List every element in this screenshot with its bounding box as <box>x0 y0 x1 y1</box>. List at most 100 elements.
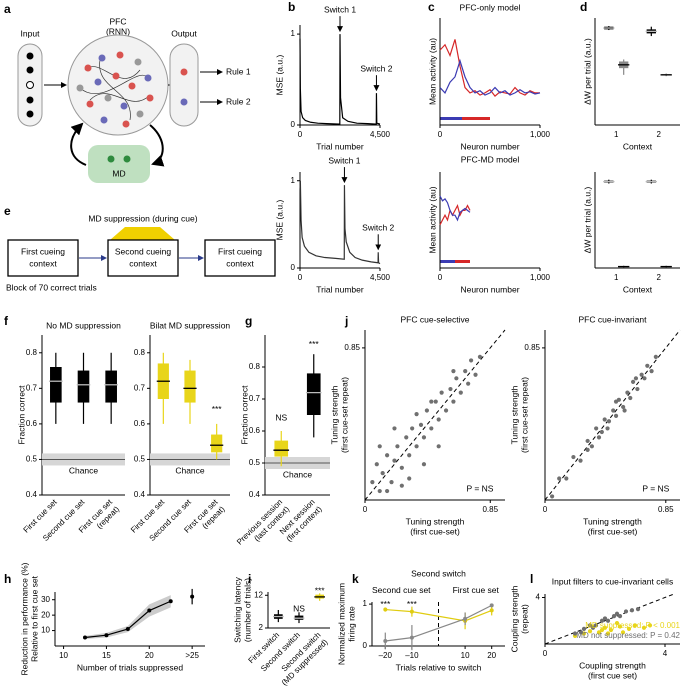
point <box>392 458 397 463</box>
x-axis-label: Context <box>623 141 653 151</box>
chance-label: Chance <box>175 466 205 476</box>
x-axis-label: Tuning strength <box>583 516 642 526</box>
annotation: NS <box>275 412 287 422</box>
box <box>50 367 62 403</box>
point <box>168 599 173 604</box>
chart-title: PFC-MD model <box>461 154 520 164</box>
line <box>439 203 471 226</box>
panel-label: b <box>288 0 295 14</box>
point <box>377 444 382 449</box>
panel-label: g <box>245 314 252 328</box>
input-label: Input <box>21 28 41 38</box>
y-tick-label: 10 <box>41 626 50 635</box>
point <box>421 435 427 440</box>
context-box <box>107 239 179 277</box>
point <box>385 453 390 458</box>
point <box>620 630 626 635</box>
chart-title: No MD suppression <box>46 320 121 330</box>
confidence-band <box>85 595 171 640</box>
y-tick-label: 0.4 <box>26 490 38 499</box>
x-axis-label: Neuron number <box>460 141 519 151</box>
y-tick-label: 0.5 <box>249 458 261 467</box>
panel-label: e <box>4 204 11 218</box>
panel-label: h <box>4 572 11 586</box>
line <box>385 608 492 622</box>
point <box>593 623 599 628</box>
chart-title: PFC cue-selective <box>401 314 470 324</box>
y-tick-label: 0.5 <box>134 455 146 464</box>
point <box>407 476 412 481</box>
suppression-marker <box>110 227 175 240</box>
point <box>617 624 623 629</box>
output-label: Output <box>171 28 197 38</box>
panel-label: a <box>4 2 11 16</box>
x-tick-label: 0 <box>543 649 548 658</box>
line <box>439 58 541 96</box>
box <box>211 434 223 453</box>
x-tick-label: 0 <box>438 130 443 139</box>
point <box>399 465 404 470</box>
y-axis-label: Tuning strength <box>509 385 519 444</box>
point <box>572 631 578 636</box>
x-tick-label: 1,000 <box>530 273 551 282</box>
point <box>443 408 449 413</box>
point <box>409 635 414 640</box>
y-tick-label: 1 <box>291 176 296 185</box>
context-box <box>7 239 79 277</box>
point <box>614 611 620 616</box>
y-axis-label: (first cue-set repeat) <box>519 377 529 453</box>
point <box>587 629 593 634</box>
point <box>392 426 397 431</box>
input-unit <box>26 66 34 74</box>
point <box>380 471 385 476</box>
output-box <box>169 43 199 127</box>
x-tick-label: 0 <box>438 273 443 282</box>
chart-title: PFC cue-invariant <box>578 314 647 324</box>
annotation: *** <box>309 339 320 349</box>
input-unit <box>26 52 34 60</box>
point <box>451 369 456 374</box>
point <box>653 354 658 359</box>
point <box>596 435 602 440</box>
x-tick-label: 20 <box>487 651 496 660</box>
x-tick-label: 1 <box>614 130 619 139</box>
y-axis-label: (number of trials) <box>242 578 252 642</box>
line <box>299 180 381 265</box>
point <box>647 623 653 628</box>
y-axis-label: Normalized maximum <box>336 583 346 665</box>
annotation: *** <box>380 599 391 609</box>
y-tick-label: 0.8 <box>26 348 38 357</box>
annotation: *** <box>212 404 223 414</box>
point <box>614 620 620 626</box>
y-tick-label: 0.8 <box>249 362 261 371</box>
point <box>414 412 419 417</box>
y-axis-label: Tuning strength <box>329 385 339 444</box>
point <box>399 483 404 488</box>
point <box>605 618 611 623</box>
box <box>306 373 321 415</box>
annotation: P = NS <box>642 484 669 494</box>
point <box>611 408 616 413</box>
cue-bar <box>440 117 462 120</box>
point <box>599 618 605 623</box>
x-tick-label: 1 <box>614 273 619 282</box>
point <box>383 607 388 612</box>
point <box>635 607 641 612</box>
y-axis-label: (first cue-set repeat) <box>339 377 349 453</box>
x-tick-label: 10 <box>461 651 470 660</box>
x-tick-label: 0 <box>363 505 368 514</box>
block-note: Block of 70 correct trials <box>6 282 97 292</box>
point <box>599 429 604 435</box>
legend-entry: MD suppressed: P < 0.001 <box>585 621 680 630</box>
output-unit <box>180 98 188 106</box>
point <box>606 419 612 424</box>
point <box>578 630 584 635</box>
y-tick-label: 0.85 <box>524 343 540 352</box>
point <box>629 608 635 613</box>
point <box>590 625 596 630</box>
y-tick-label: 1 <box>291 29 296 38</box>
point <box>104 633 109 638</box>
point <box>147 608 152 613</box>
point <box>581 626 587 631</box>
